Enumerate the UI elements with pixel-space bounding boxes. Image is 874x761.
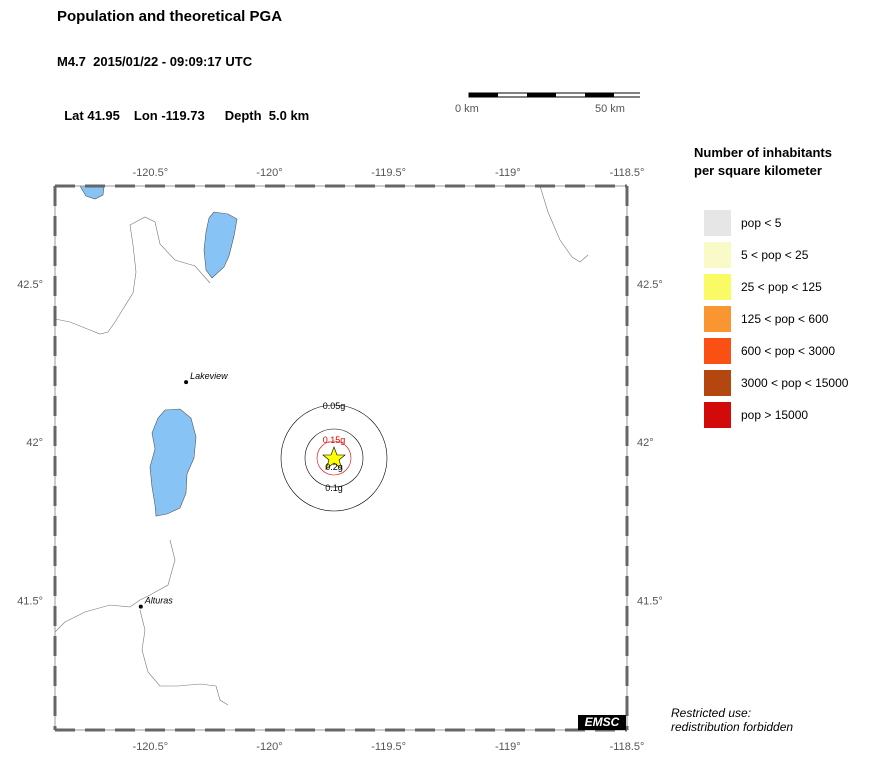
x-tick-bottom-label: -120° xyxy=(256,741,282,753)
legend-item: 125 < pop < 600 xyxy=(704,305,828,333)
legend-item: pop > 15000 xyxy=(704,401,808,429)
x-axis-top: -120.5° -120° -119.5° -119° -118.5° xyxy=(133,167,645,179)
event-subtitle: M4.7 2015/01/22 - 09:09:17 UTC xyxy=(57,54,253,69)
legend-label: 3000 < pop < 15000 xyxy=(741,376,849,390)
pga-ring-inner xyxy=(316,440,352,476)
pga-label-015: 0.15g xyxy=(323,435,346,445)
x-tick-top-label: -120.5° xyxy=(133,167,169,179)
x-tick-bottom-label: -118.5° xyxy=(610,741,645,753)
pga-ring-mid xyxy=(304,428,364,488)
legend-swatch xyxy=(704,370,731,396)
x-tick-bottom-label: -119° xyxy=(495,741,521,753)
usage-notice-line2: redistribution forbidden xyxy=(671,720,794,734)
legend-item: pop < 5 xyxy=(704,209,781,237)
event-coordinates: Lat 41.95 Lon -119.73 Depth 5.0 km xyxy=(57,93,309,123)
legend-title: Number of inhabitants per square kilomet… xyxy=(694,144,832,180)
x-tick-top-label: -119° xyxy=(495,167,521,179)
x-tick-top-label: -120° xyxy=(256,167,282,179)
legend-item: 3000 < pop < 15000 xyxy=(704,369,848,397)
usage-notice-line1: Restricted use: xyxy=(671,706,752,720)
legend-swatch xyxy=(704,242,731,268)
city-label: Lakeview xyxy=(190,371,228,381)
legend-title-line1: Number of inhabitants xyxy=(694,145,832,160)
y-axis-right: 42.5° 42° 41.5° xyxy=(637,279,663,607)
depth-label: Depth 5.0 km xyxy=(224,108,310,123)
goose-lake xyxy=(149,408,197,517)
river-lines xyxy=(54,185,589,706)
x-tick-top-label: -119.5° xyxy=(371,167,406,179)
scale-right-label: 50 km xyxy=(595,103,625,115)
legend-label: 25 < pop < 125 xyxy=(741,280,822,294)
cities-layer: Lakeview Alturas xyxy=(138,371,228,609)
lake-north xyxy=(203,211,238,279)
legend-swatch xyxy=(704,210,731,236)
x-tick-bottom-label: -119.5° xyxy=(371,741,406,753)
pga-label-02: 0.2g xyxy=(325,462,343,472)
legend-label: 5 < pop < 25 xyxy=(741,248,809,262)
legend-label: pop > 15000 xyxy=(741,408,809,422)
scale-bar: 0 km 50 km xyxy=(440,90,640,120)
legend-swatch xyxy=(704,274,731,300)
pga-ring-outer xyxy=(280,404,388,512)
legend-label: 125 < pop < 600 xyxy=(741,312,829,326)
legend-item: 600 < pop < 3000 xyxy=(704,337,835,365)
y-tick-right-label: 42.5° xyxy=(637,279,663,291)
legend-item: 5 < pop < 25 xyxy=(704,241,808,269)
usage-notice: Restricted use: redistribution forbidden xyxy=(671,706,793,734)
x-tick-top-label: -118.5° xyxy=(610,167,645,179)
legend-item: 25 < pop < 125 xyxy=(704,273,822,301)
y-tick-left-label: 42.5° xyxy=(17,279,43,291)
city-dot-icon xyxy=(138,604,143,609)
latitude-label: Lat 41.95 xyxy=(64,108,120,123)
pga-contours: 0.05g 0.15g 0.2g 0.1g xyxy=(280,401,388,512)
city-label: Alturas xyxy=(144,596,174,606)
scale-left-label: 0 km xyxy=(455,103,479,115)
y-tick-right-label: 42° xyxy=(637,437,654,449)
map-title: Population and theoretical PGA xyxy=(57,8,283,25)
epicenter-star-icon xyxy=(322,446,346,470)
pga-label-01: 0.1g xyxy=(325,483,343,493)
x-tick-bottom-label: -120.5° xyxy=(133,741,169,753)
y-tick-right-label: 41.5° xyxy=(637,595,663,607)
legend-swatch xyxy=(704,338,731,364)
y-tick-left-label: 42° xyxy=(26,437,43,449)
legend-swatch xyxy=(704,402,731,428)
legend-title-line2: per square kilometer xyxy=(694,163,822,178)
legend-label: 600 < pop < 3000 xyxy=(741,344,836,358)
longitude-label: Lon -119.73 xyxy=(133,108,205,123)
y-tick-left-label: 41.5° xyxy=(17,595,43,607)
legend-swatch xyxy=(704,306,731,332)
y-axis-left: 42.5° 42° 41.5° xyxy=(17,279,43,607)
legend-label: pop < 5 xyxy=(741,216,782,230)
city-dot-icon xyxy=(184,380,189,385)
x-axis-bottom: -120.5° -120° -119.5° -119° -118.5° xyxy=(133,741,645,753)
pga-label-005: 0.05g xyxy=(323,401,346,411)
emsc-logo: EMSC xyxy=(578,715,626,730)
frame-border xyxy=(53,184,629,732)
